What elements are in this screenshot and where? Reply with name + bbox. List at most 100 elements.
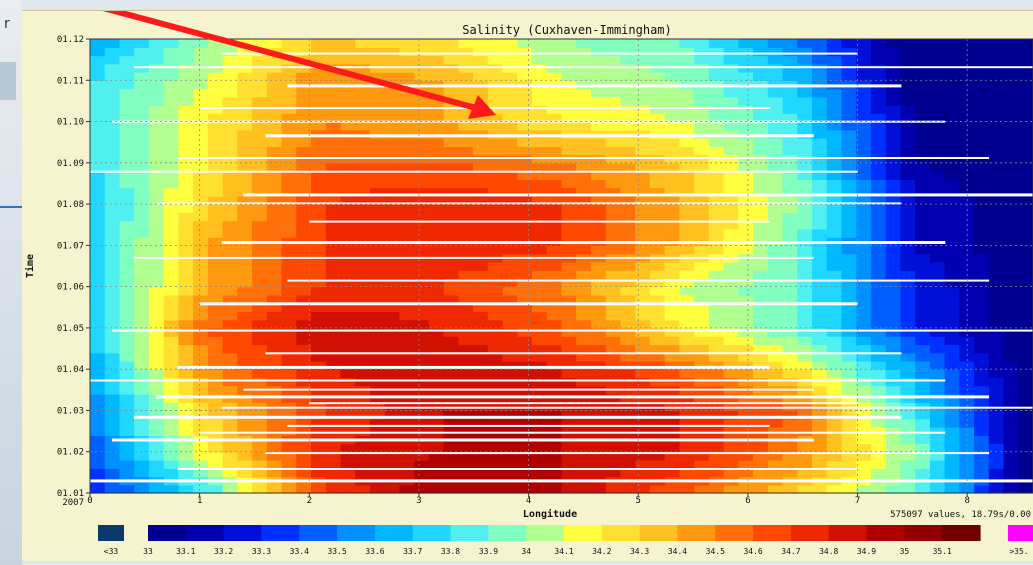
heatmap-cell [148,80,165,90]
heatmap-cell [767,121,784,131]
heatmap-cell [281,443,297,453]
heatmap-cell [915,47,931,57]
heatmap-cell [370,129,386,139]
heatmap-cell [266,344,283,354]
heatmap-cell [944,121,960,131]
heatmap-cell [767,402,784,412]
heatmap-cell [222,278,238,288]
heatmap-cell [252,294,268,304]
heatmap-cell [605,261,621,271]
heatmap-cell [163,179,179,189]
heatmap-cell [311,270,327,279]
heatmap-cell [384,72,400,81]
heatmap-cell [679,228,695,238]
heatmap-cell [856,377,872,387]
heatmap-cell [296,187,312,197]
heatmap-cell [576,360,592,370]
heatmap-cell [163,344,179,354]
heatmap-cell [974,294,990,304]
heatmap-cell [797,377,813,387]
heatmap-cell [252,204,268,213]
heatmap-cell [148,220,165,230]
heatmap-cell [767,154,784,164]
heatmap-cell [915,179,931,189]
heatmap-cell [473,39,489,48]
heatmap-cell [532,270,548,279]
heatmap-cell [782,96,798,106]
heatmap-cell [90,311,106,321]
heatmap-cell [546,63,563,73]
heatmap-cell [428,187,445,197]
heatmap-cell [428,484,445,494]
heatmap-cell [458,303,474,312]
heatmap-cell [222,468,238,478]
heatmap-cell [767,63,784,73]
y-tick-label: 01.12 [57,35,84,45]
heatmap-cell [738,451,754,461]
heatmap-cell [546,212,563,222]
heatmap-cell [591,294,607,304]
heatmap-cell [988,369,1005,379]
heatmap-cell [325,146,342,156]
heatmap-cell [576,121,592,131]
heatmap-cell [1003,261,1019,271]
heatmap-cell [473,360,489,370]
heatmap-cell [738,171,754,180]
heatmap-cell [738,162,754,172]
heatmap-cell [428,294,445,304]
heatmap-cell [252,443,268,453]
heatmap-cell [620,286,636,296]
heatmap-cell [635,369,651,379]
heatmap-cell [561,352,577,362]
heatmap-cell [915,402,931,412]
heatmap-cell [915,360,931,370]
heatmap-cell [222,286,238,296]
heatmap-cell [988,88,1005,98]
heatmap-cell [944,418,960,428]
heatmap-cell [370,72,386,81]
heatmap-cell [296,162,312,172]
heatmap-cell [207,80,224,90]
heatmap-cell [915,72,931,81]
data-gap [309,402,858,405]
heatmap-cell [1003,88,1019,98]
heatmap-cell [532,369,548,379]
heatmap-cell [738,261,754,271]
heatmap-cell [679,327,695,337]
heatmap-cell [546,402,563,412]
heatmap-cell [929,138,946,147]
heatmap-cell [915,319,931,329]
arrow-head [468,95,496,119]
heatmap-cell [414,121,430,131]
heatmap-cell [635,286,651,296]
heatmap-cell [605,121,621,131]
heatmap-cell [237,303,253,312]
heatmap-cell [311,360,327,370]
heatmap-cell [694,286,710,296]
heatmap-cell [517,47,533,57]
heatmap-cell [915,327,931,337]
heatmap-cell [355,270,371,279]
heatmap-cell [605,352,621,362]
heatmap-cell [148,195,165,205]
heatmap-cell [605,88,621,98]
colorbar-label: 35 [900,547,910,556]
colorbar-label: <33 [104,547,119,556]
heatmap-cell [414,146,430,156]
heatmap-cell [487,294,504,304]
heatmap-cell [561,220,577,230]
heatmap-cell [104,39,120,48]
heatmap-cell [428,311,445,321]
heatmap-cell [620,443,636,453]
heatmap-cell [561,39,577,48]
heatmap-cell [620,179,636,189]
heatmap-cell [193,146,209,156]
heatmap-cell [193,55,209,65]
heatmap-cell [605,278,621,288]
heatmap-cell [473,212,489,222]
heatmap-cell [473,179,489,189]
heatmap-cell [134,220,150,230]
heatmap-cell [664,270,680,279]
heatmap-cell [915,294,931,304]
heatmap-cell [767,129,784,139]
